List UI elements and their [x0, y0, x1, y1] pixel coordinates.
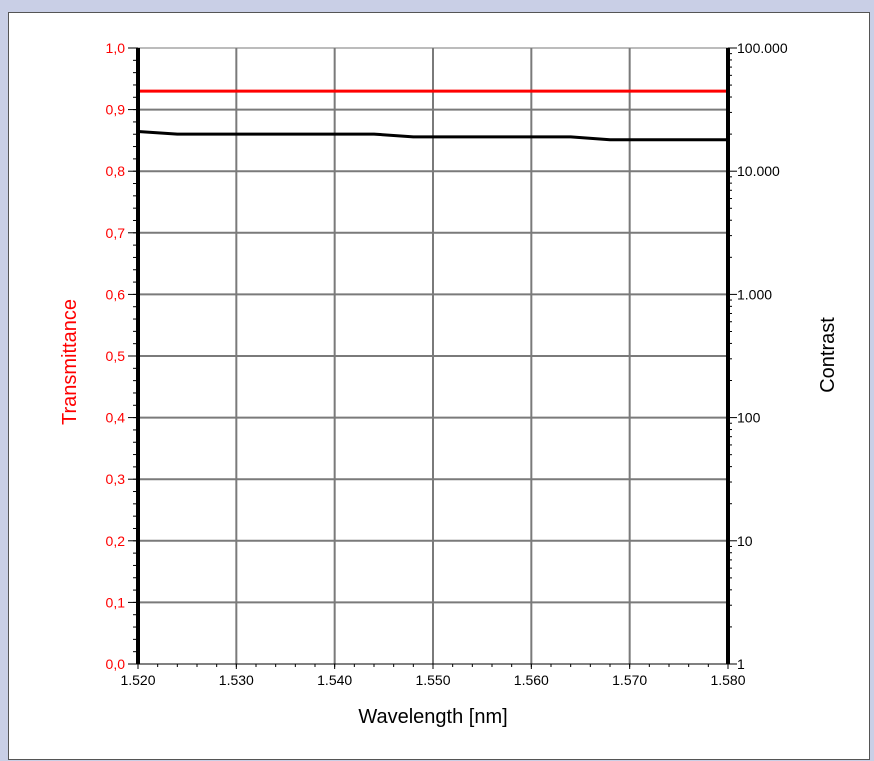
x-axis-title: Wavelength [nm] [358, 706, 507, 728]
y-tick-label: 0,2 [106, 533, 126, 549]
y-tick-label: 0,6 [106, 286, 126, 302]
y-tick-label: 0,1 [106, 594, 126, 610]
y2-tick-label: 100 [737, 410, 761, 426]
chart: 1.520 1.530 1.540 1.550 1.560 1.570 1.580 0,00… [59, 40, 839, 728]
x-tick-label: 1.560 [514, 672, 549, 688]
x-tick-label: 1.540 [317, 672, 352, 688]
y-tick-label: 1,0 [106, 40, 126, 56]
y-tick-label: 0,9 [106, 102, 126, 118]
y2-tick-label: 100.000 [737, 40, 788, 56]
x-tick-label: 1.580 [710, 672, 745, 688]
x-ticks: 1.520 1.530 1.540 1.550 1.560 1.570 1.580 [120, 664, 746, 688]
x-tick-label: 1.530 [219, 672, 254, 688]
y-axis-title: Transmittance [59, 299, 81, 425]
x-tick-label: 1.550 [415, 672, 450, 688]
chart-frame: 1.520 1.530 1.540 1.550 1.560 1.570 1.580 0,0 0… [8, 12, 870, 760]
y-tick-label: 0,5 [106, 348, 126, 364]
y-tick-label: 0,3 [106, 471, 126, 487]
series-layer [137, 89, 728, 142]
x-tick-label: 1.570 [612, 672, 647, 688]
grid [138, 47, 728, 664]
y2-tick-label: 1 [737, 656, 745, 672]
y-ticks: 0,0 0,1 0,2 0,3 0,4 0,5 0,6 0,7 0,8 0,9 1,0 [106, 40, 138, 672]
y-tick-label: 0,8 [106, 163, 126, 179]
y2-tick-label: 10 [737, 533, 753, 549]
y-tick-label: 0,7 [106, 225, 126, 241]
x-tick-label: 1.520 [120, 672, 155, 688]
y2-tick-label: 10.000 [737, 163, 780, 179]
y2-tick-label: 1.000 [737, 286, 772, 302]
contrast-series-line [137, 130, 728, 142]
y-tick-label: 0,4 [106, 410, 126, 426]
y-tick-label: 0,0 [106, 656, 126, 672]
y2-ticks: 1 10 100 1.000 10.000 100.000 [728, 40, 788, 672]
y2-axis-title: Contrast [817, 317, 839, 393]
